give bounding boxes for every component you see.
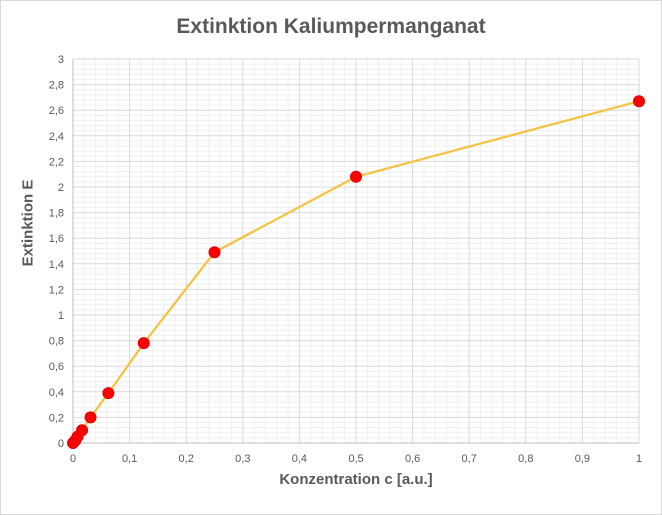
y-tick-label: 3 xyxy=(58,54,64,66)
x-tick-label: 0 xyxy=(70,453,76,465)
y-tick-label: 1 xyxy=(58,310,64,322)
y-tick-label: 1,8 xyxy=(49,208,64,220)
y-tick-label: 1,2 xyxy=(49,284,64,296)
chart-title: Extinktion Kaliumpermanganat xyxy=(176,15,486,38)
x-tick-label: 0,9 xyxy=(575,453,590,465)
data-point xyxy=(84,411,97,424)
x-tick-label: 0,7 xyxy=(462,453,477,465)
y-tick-label: 0,8 xyxy=(49,336,64,348)
data-point xyxy=(137,337,150,350)
y-tick-label: 2,4 xyxy=(49,131,64,143)
y-tick-label: 0,6 xyxy=(49,361,64,373)
x-tick-label: 0,8 xyxy=(518,453,533,465)
x-tick-label: 0,4 xyxy=(292,453,307,465)
y-tick-label: 0 xyxy=(58,438,64,450)
x-tick-label: 0,1 xyxy=(122,453,137,465)
data-point xyxy=(633,95,645,108)
y-tick-label: 1,4 xyxy=(49,259,64,271)
y-tick-label: 0,2 xyxy=(49,412,64,424)
data-point xyxy=(350,170,362,183)
y-tick-label: 1,6 xyxy=(49,233,64,245)
data-point xyxy=(76,424,89,437)
x-tick-label: 0,2 xyxy=(179,453,194,465)
y-tick-label: 2,2 xyxy=(49,156,64,168)
x-tick-label: 0,5 xyxy=(348,453,363,465)
x-tick-label: 0,3 xyxy=(235,453,250,465)
x-tick-label: 0,6 xyxy=(405,453,420,465)
data-point xyxy=(102,387,115,400)
y-tick-label: 2,6 xyxy=(49,105,64,117)
x-tick-label: 1 xyxy=(636,453,642,465)
data-point xyxy=(208,246,221,259)
y-tick-label: 2 xyxy=(58,182,64,194)
x-axis-label: Konzentration c [a.u.] xyxy=(279,471,433,488)
y-tick-label: 2,8 xyxy=(49,80,64,92)
y-tick-label: 0,4 xyxy=(49,387,64,399)
